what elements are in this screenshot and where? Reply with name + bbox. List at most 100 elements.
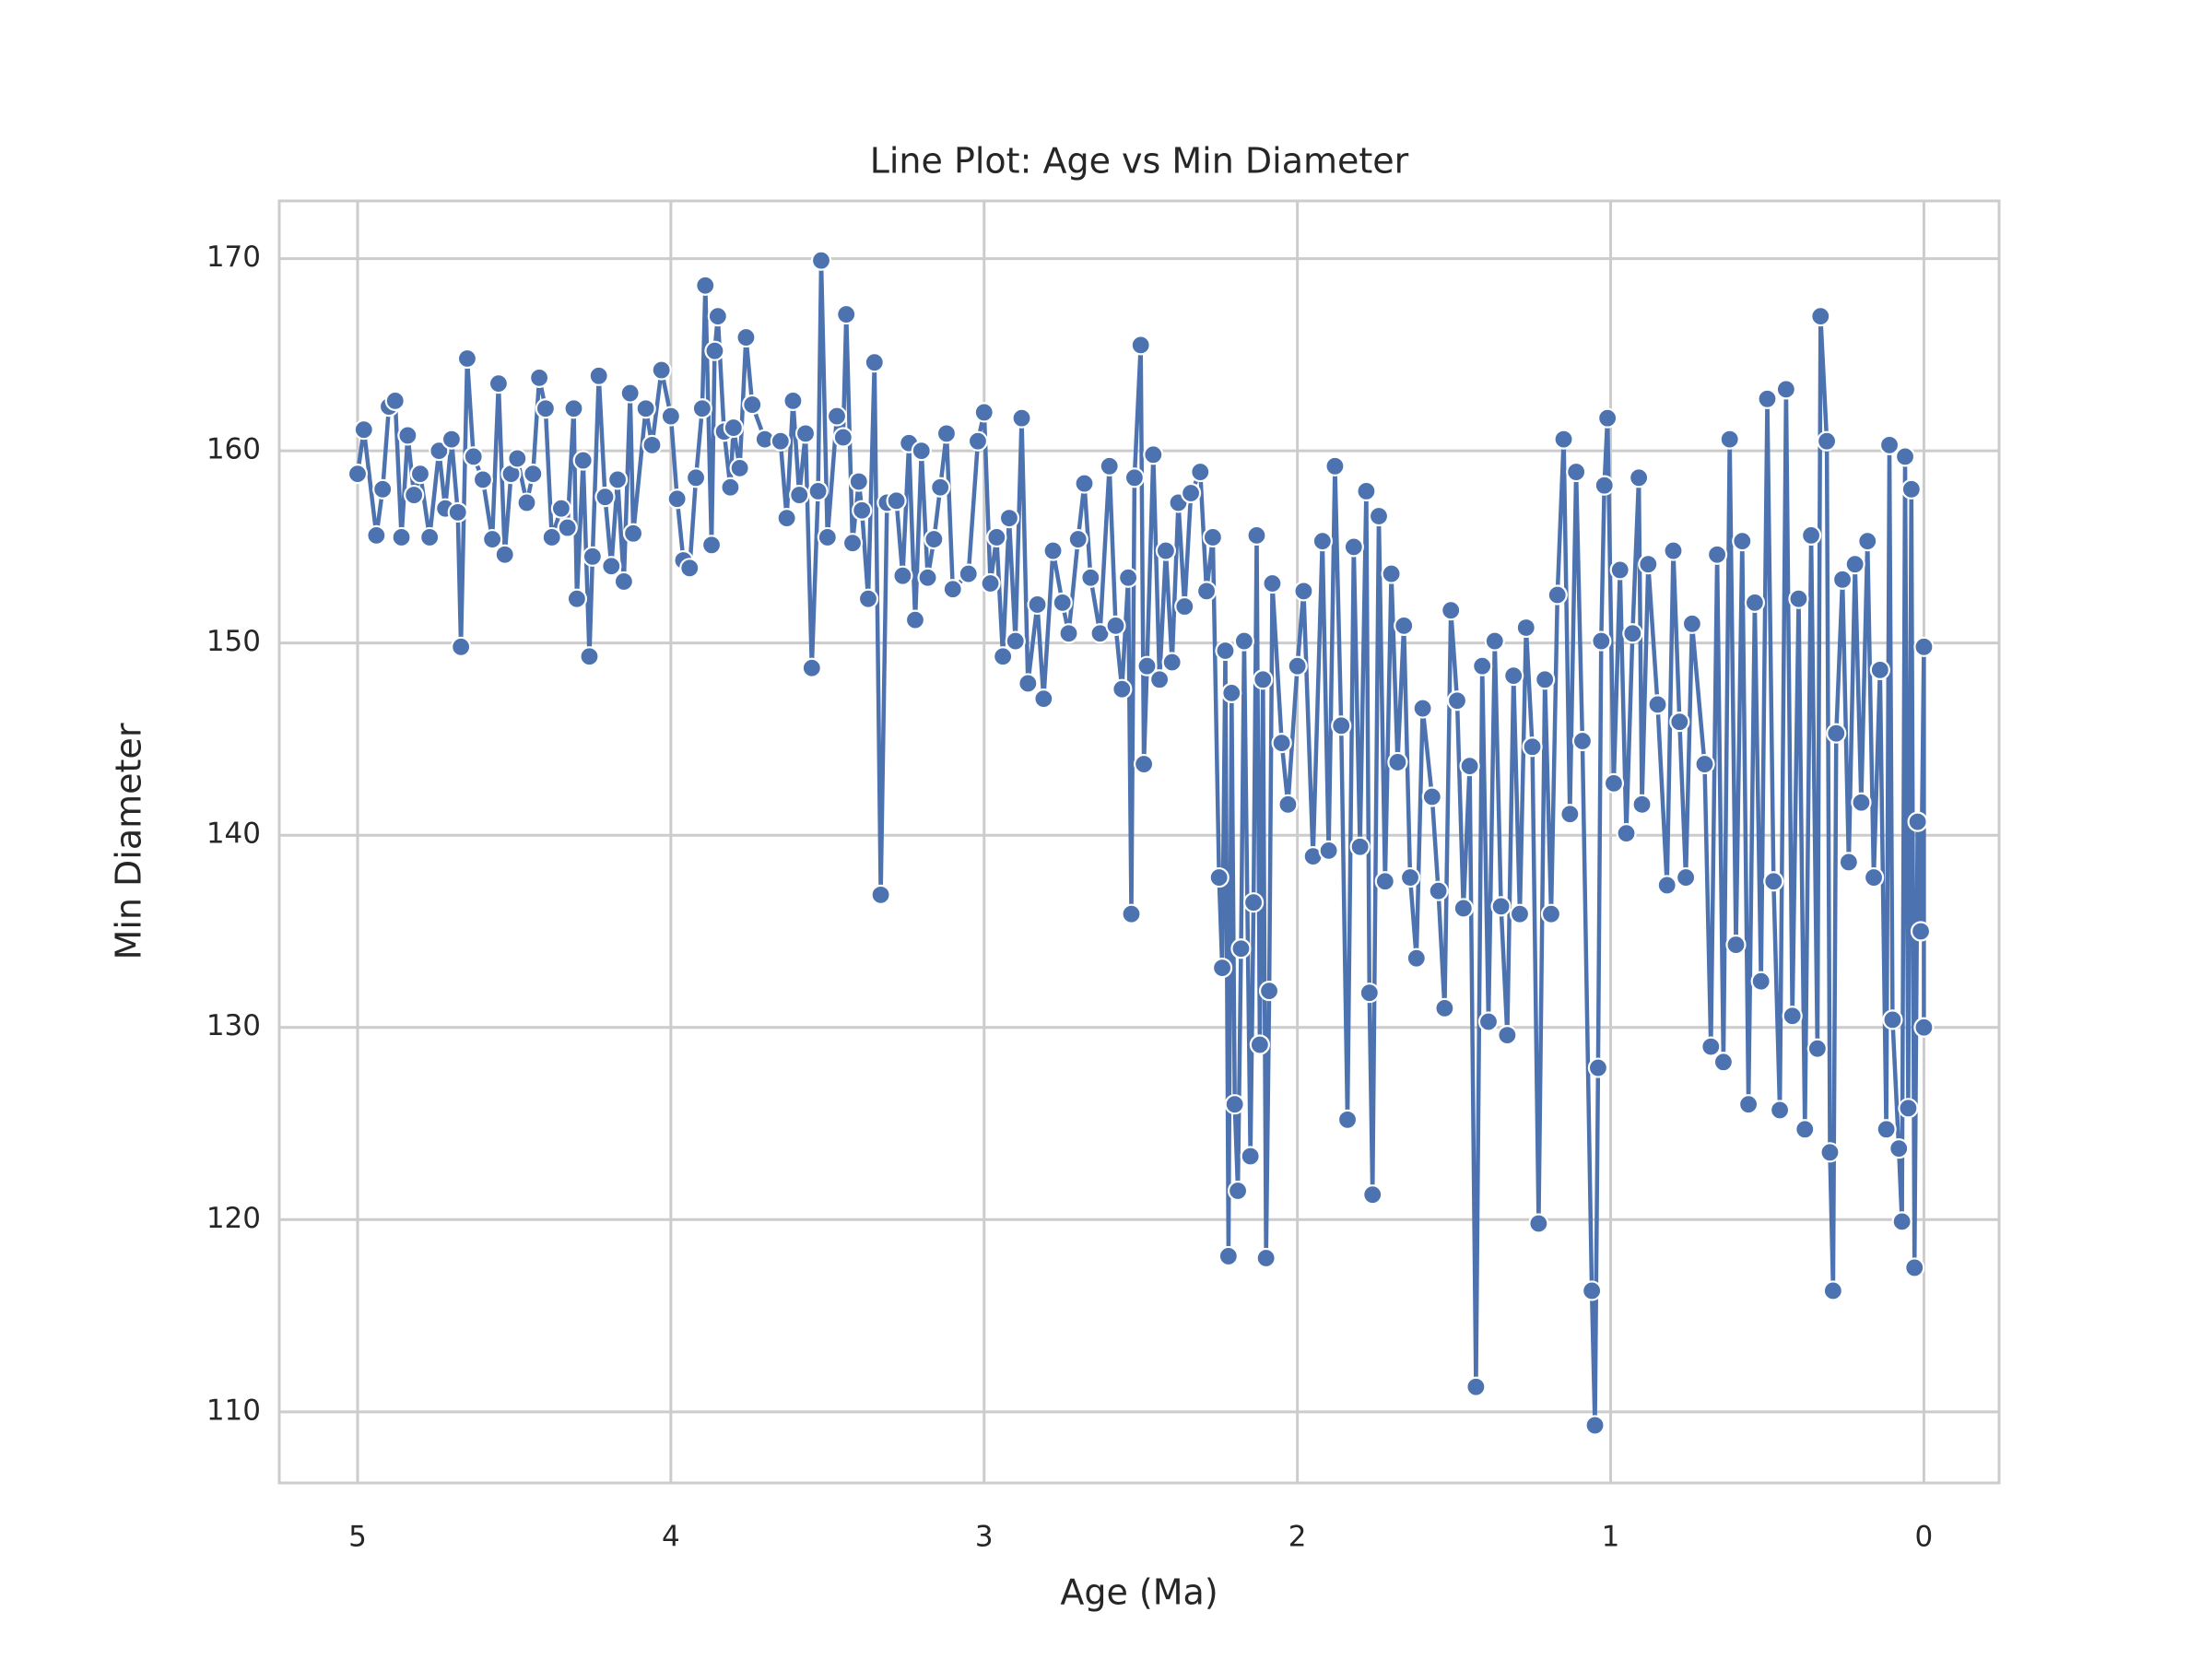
data-point	[641, 434, 663, 455]
data-point	[1484, 630, 1505, 652]
data-point	[1700, 1036, 1722, 1057]
data-point	[441, 429, 463, 450]
data-point	[1130, 335, 1151, 356]
data-point	[1293, 581, 1314, 602]
data-point	[1528, 1213, 1549, 1234]
data-point	[980, 572, 1001, 594]
data-point	[707, 306, 728, 327]
data-point	[942, 579, 963, 600]
data-point	[917, 567, 938, 588]
data-point	[886, 490, 907, 512]
data-point	[1907, 811, 1928, 832]
data-point	[1566, 461, 1587, 483]
data-point	[1509, 903, 1531, 924]
data-point	[409, 464, 431, 485]
data-point	[1622, 623, 1643, 644]
data-point	[1011, 407, 1032, 429]
data-point	[852, 500, 873, 521]
x-tick-label: 5	[348, 1521, 367, 1554]
data-point	[588, 365, 609, 386]
data-point	[1099, 455, 1120, 477]
data-point	[1851, 792, 1872, 813]
data-point	[1359, 982, 1380, 1004]
data-point	[776, 508, 797, 529]
data-point	[1042, 540, 1064, 561]
data-point	[1387, 751, 1408, 773]
data-point	[1584, 1415, 1606, 1436]
data-point	[993, 646, 1014, 667]
data-point	[1597, 407, 1618, 429]
data-point	[1453, 898, 1474, 919]
data-point	[1676, 866, 1697, 888]
y-tick-label: 110	[206, 1394, 261, 1427]
data-point	[1800, 524, 1822, 546]
data-point	[958, 563, 979, 584]
data-point	[1052, 592, 1073, 613]
y-tick-label: 170	[206, 241, 261, 274]
data-point	[1822, 1280, 1843, 1301]
data-point	[864, 352, 885, 373]
data-point	[892, 565, 913, 586]
data-point	[1844, 554, 1865, 575]
data-point	[1246, 524, 1267, 546]
data-point	[557, 517, 578, 538]
data-point	[1148, 669, 1171, 690]
data-point	[1124, 467, 1146, 488]
data-point	[700, 535, 723, 556]
data-point	[924, 528, 945, 550]
data-point	[472, 469, 494, 490]
data-point	[817, 526, 838, 548]
data-point	[1258, 981, 1280, 1002]
data-point	[429, 441, 450, 462]
data-point	[1477, 1011, 1500, 1032]
data-point	[807, 480, 829, 502]
data-point	[666, 488, 688, 510]
y-tick-label: 130	[206, 1009, 261, 1042]
data-point	[1806, 1038, 1828, 1059]
x-tick-label: 1	[1602, 1521, 1620, 1554]
data-point	[1211, 957, 1233, 979]
data-point	[1356, 480, 1377, 502]
y-tick-label: 150	[206, 625, 261, 658]
data-point	[723, 417, 744, 439]
data-point	[1757, 388, 1778, 409]
data-point	[1594, 475, 1615, 496]
data-point	[1587, 1057, 1609, 1078]
data-point	[1490, 896, 1512, 917]
data-point	[1215, 640, 1236, 662]
data-point	[1503, 665, 1524, 687]
plot-area	[347, 250, 1935, 1436]
data-point	[729, 457, 750, 478]
data-point	[579, 646, 600, 667]
data-point	[848, 471, 869, 492]
data-point	[1540, 903, 1562, 924]
data-point	[1582, 1280, 1603, 1301]
data-point	[782, 390, 804, 411]
data-point	[660, 406, 681, 427]
data-point	[1271, 732, 1292, 754]
data-point	[1459, 756, 1480, 777]
data-point	[810, 250, 832, 271]
data-point	[606, 469, 629, 490]
data-point	[619, 382, 641, 404]
data-point	[1750, 971, 1771, 992]
data-point	[1913, 1017, 1935, 1038]
data-point	[1876, 1119, 1897, 1140]
data-point	[1497, 1024, 1518, 1046]
plot-frame	[277, 199, 2001, 1485]
data-point	[1331, 715, 1352, 736]
data-point	[1694, 753, 1715, 775]
data-point	[1406, 947, 1427, 969]
data-point	[695, 275, 716, 296]
data-point	[1794, 1119, 1816, 1140]
data-point	[1441, 600, 1462, 621]
data-point	[1904, 1257, 1925, 1278]
data-point	[935, 423, 958, 444]
data-point	[1591, 630, 1612, 652]
data-point	[1230, 938, 1252, 959]
data-point	[1616, 823, 1637, 844]
data-point	[1027, 594, 1048, 616]
data-point	[635, 398, 656, 419]
data-point	[1898, 1098, 1919, 1119]
